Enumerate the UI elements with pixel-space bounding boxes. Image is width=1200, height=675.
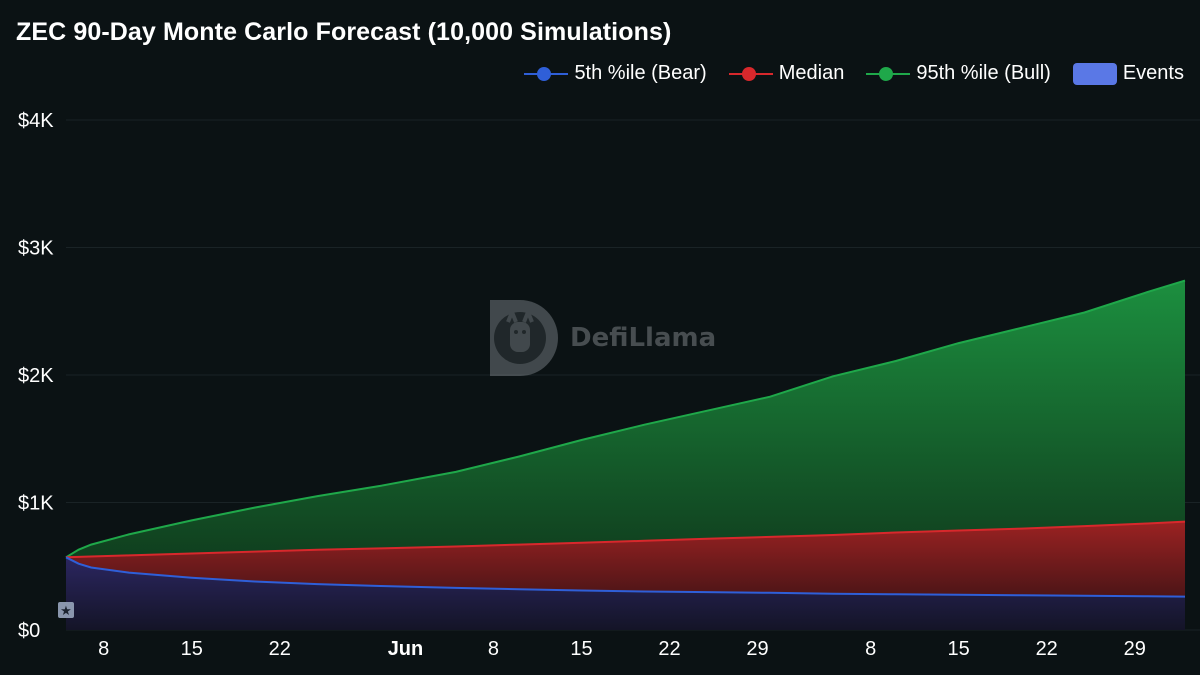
x-tick-label: 8	[98, 638, 109, 660]
star-icon: ★	[60, 603, 72, 618]
series-line-bear	[65, 556, 1186, 598]
x-tick-label: 15	[181, 638, 203, 660]
legend-label-bull: 95th %ile (Bull)	[916, 62, 1051, 84]
series-line-median	[65, 520, 1186, 559]
legend-item-bear[interactable]: 5th %ile (Bear)	[524, 62, 707, 85]
series-line-bull	[65, 279, 1186, 559]
y-tick-label: $2K	[18, 365, 54, 387]
series-lines	[65, 279, 1186, 598]
x-tick-label: 15	[948, 638, 970, 660]
x-tick-label: 22	[1036, 638, 1058, 660]
event-marker-box	[58, 602, 74, 618]
llama-logo-icon	[490, 300, 558, 376]
legend-marker-bear	[524, 66, 569, 81]
legend-marker-bull	[866, 66, 911, 81]
legend-label-bear: 5th %ile (Bear)	[574, 62, 707, 84]
x-tick-label: Jun	[388, 638, 424, 660]
y-axis-labels: $0 $1K $2K $3K $4K	[18, 110, 54, 642]
legend-label-events: Events	[1122, 62, 1184, 84]
legend-marker-median	[728, 66, 773, 81]
x-tick-label: 8	[865, 638, 876, 660]
legend-label-median: Median	[778, 62, 845, 84]
x-tick-label: 8	[488, 638, 499, 660]
defillama-watermark: DefiLlama	[490, 300, 716, 376]
chart-legend: 5th %ile (Bear) Median 95th %ile (Bull) …	[524, 62, 1184, 85]
x-tick-label: 15	[570, 638, 592, 660]
x-axis-labels: 8 15 22 Jun 8 15 22 29 8 15 22 29	[98, 638, 1146, 660]
y-tick-label: $4K	[18, 110, 54, 132]
legend-item-bull[interactable]: 95th %ile (Bull)	[866, 62, 1051, 85]
legend-marker-events	[1072, 62, 1117, 85]
y-tick-label: $0	[18, 620, 40, 642]
event-marker[interactable]: ★	[58, 602, 74, 618]
y-tick-label: $3K	[18, 238, 54, 260]
legend-item-median[interactable]: Median	[728, 62, 845, 85]
event-markers: ★	[58, 602, 74, 618]
area-bear	[66, 557, 1185, 630]
legend-item-events[interactable]: Events	[1072, 62, 1184, 85]
y-tick-label: $1K	[18, 493, 54, 515]
x-tick-label: 22	[658, 638, 680, 660]
watermark-text: DefiLlama	[570, 323, 717, 353]
x-tick-label: 22	[269, 638, 291, 660]
chart-title: ZEC 90-Day Monte Carlo Forecast (10,000 …	[16, 18, 672, 46]
x-tick-label: 29	[1124, 638, 1146, 660]
series-areas	[66, 280, 1185, 630]
x-tick-label: 29	[746, 638, 768, 660]
